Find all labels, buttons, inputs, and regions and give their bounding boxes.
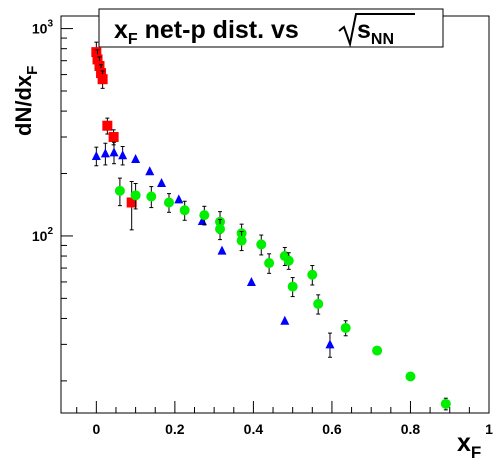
data-point-square xyxy=(94,61,105,72)
x-tick-label: 0.6 xyxy=(322,421,342,437)
axes: 0 0.2 0.4 0.6 0.8 1 102 103 xyxy=(32,19,493,437)
data-points xyxy=(91,41,451,411)
data-point-circle xyxy=(440,398,451,409)
series-triangle xyxy=(91,141,335,358)
y-axis-title: dN/dxF xyxy=(11,66,41,136)
data-point-triangle xyxy=(280,315,290,325)
x-axis-title: xF xyxy=(457,429,481,462)
data-point-circle xyxy=(146,191,157,202)
x-tick-label: 0.4 xyxy=(244,421,264,437)
data-point-square xyxy=(126,197,137,208)
data-point-circle xyxy=(313,298,324,309)
data-point-square xyxy=(108,132,119,143)
series-circle xyxy=(114,177,451,411)
data-point-triangle xyxy=(118,150,128,160)
data-point-triangle xyxy=(325,339,335,349)
data-point-circle xyxy=(114,185,125,196)
data-point-square xyxy=(96,68,107,79)
data-point-triangle xyxy=(217,245,227,255)
x-axis-title-sub: F xyxy=(471,443,481,462)
data-point-circle xyxy=(340,322,351,333)
data-point-circle xyxy=(264,258,275,269)
data-point-square xyxy=(91,47,102,58)
x-tick-label: 0 xyxy=(92,421,100,437)
title-rest: net-p dist. vs xyxy=(138,16,306,44)
data-point-triangle xyxy=(157,178,167,188)
data-point-circle xyxy=(287,281,298,292)
data-point-circle xyxy=(372,345,383,356)
data-point-circle xyxy=(307,269,318,280)
data-point-circle xyxy=(405,371,416,382)
data-point-circle xyxy=(199,210,210,221)
y-tick-label: 102 xyxy=(32,226,54,244)
data-point-circle xyxy=(256,239,267,250)
title-sqrt-text: sNN xyxy=(357,16,394,48)
title-box xyxy=(98,8,444,48)
title-sqrt-arg: s xyxy=(357,16,371,44)
data-point-circle xyxy=(283,255,294,266)
data-point-triangle xyxy=(246,276,256,286)
chart-title: xF net-p dist. vs sNN xyxy=(98,8,444,48)
x-tick-label: 0.2 xyxy=(165,421,185,437)
data-point-square xyxy=(92,54,103,65)
data-point-triangle xyxy=(100,148,110,158)
y-tick-label: 103 xyxy=(32,19,54,37)
sqrt-sign-icon xyxy=(338,13,415,48)
data-point-triangle xyxy=(109,147,119,157)
data-point-circle xyxy=(215,224,226,235)
title-text: xF net-p dist. vs xyxy=(114,16,306,48)
title-sqrt-sub: NN xyxy=(371,31,394,48)
data-point-triangle xyxy=(131,153,141,163)
data-point-circle xyxy=(179,205,190,216)
y-axis-title-sub: F xyxy=(24,66,41,75)
data-point-triangle xyxy=(174,194,184,204)
data-point-square xyxy=(97,74,108,85)
data-point-square xyxy=(102,120,113,131)
series-square xyxy=(91,41,137,231)
title-main-sub: F xyxy=(128,31,138,48)
data-point-circle xyxy=(163,197,174,208)
title-main: x xyxy=(114,16,128,44)
data-point-triangle xyxy=(91,150,101,160)
x-tick-label: 0.8 xyxy=(401,421,421,437)
x-tick-label: 1 xyxy=(485,421,493,437)
data-point-circle xyxy=(236,235,247,246)
x-axis-title-main: x xyxy=(457,429,471,457)
data-point-triangle xyxy=(145,166,155,176)
y-axis-title-main: dN/dx xyxy=(11,74,36,136)
data-point-circle xyxy=(130,190,141,201)
